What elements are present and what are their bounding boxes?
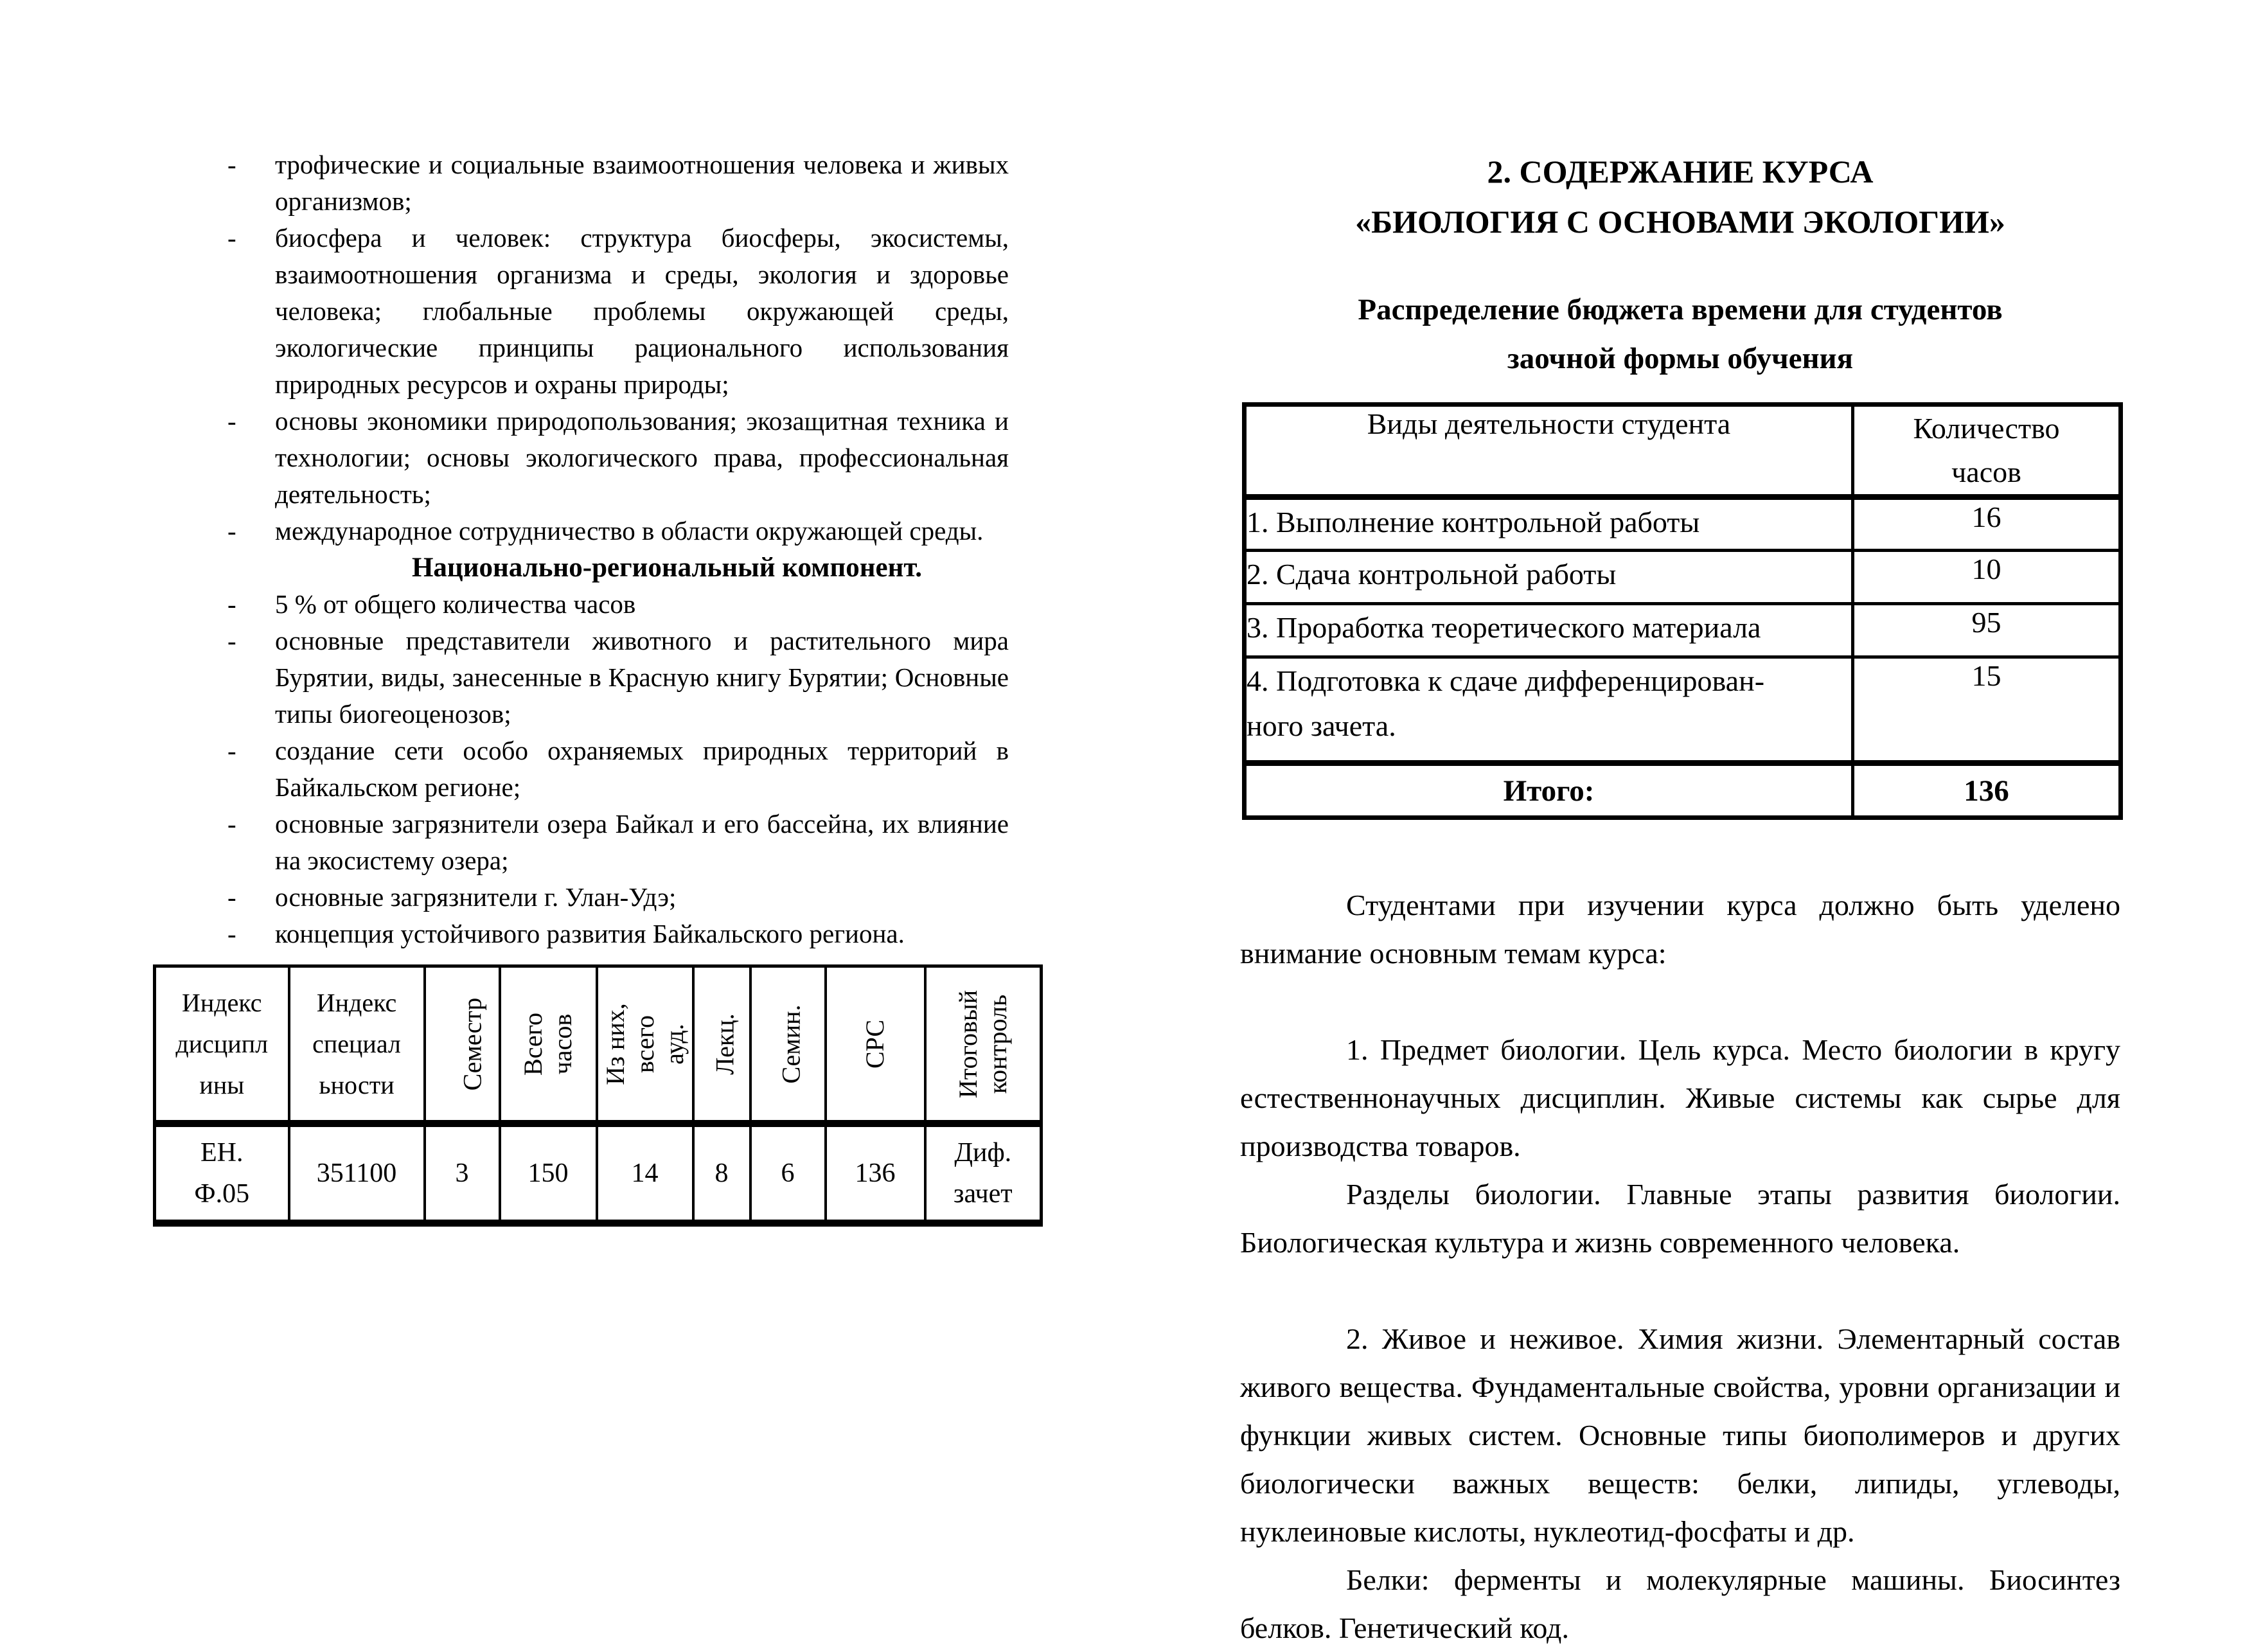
header-cell-speciality-index: Индекс специал ьности xyxy=(287,966,426,1127)
list-item: биосфера и человек: структура биосферы, … xyxy=(225,220,1009,403)
header-cell-seminars: Семин. xyxy=(749,966,827,1127)
right-page: 2. СОДЕРЖАНИЕ КУРСА «БИОЛОГИЯ С ОСНОВАМИ… xyxy=(1240,147,2123,1652)
cell-activity: 3. Проработка теоретического материала xyxy=(1243,602,1854,659)
left-page: трофические и социальные взаимоотношения… xyxy=(153,147,1047,1227)
list-item: создание сети особо охраняемых природных… xyxy=(225,733,1009,806)
paragraph-topic1-cont: Разделы биологии. Главные этапы развития… xyxy=(1240,1178,2120,1259)
section-heading-national-regional: Национально-региональный компонент. xyxy=(411,553,923,583)
budget-subtitle: Распределение бюджета времени для студен… xyxy=(1358,293,2003,375)
header-cell-activity-types: Виды деятельности студента xyxy=(1243,403,1854,500)
cell-activity: 2. Сдача контрольной работы xyxy=(1243,549,1854,605)
table-row: 1. Выполнение контрольной работы 16 xyxy=(1243,495,2122,552)
course-title: 2. СОДЕРЖАНИЕ КУРСА «БИОЛОГИЯ С ОСНОВАМИ… xyxy=(1240,147,2120,247)
header-text-rotated: Семестр xyxy=(457,997,486,1090)
table-data-row: ЕН. Ф.05 351100 3 150 14 8 6 136 Диф. за… xyxy=(153,1123,1043,1223)
cell-hours: 16 xyxy=(1851,495,2122,552)
cell-final-control: Диф. зачет xyxy=(923,1123,1043,1223)
header-cell-semester: Семестр xyxy=(423,966,501,1127)
header-text-rotated: Итоговый контроль xyxy=(953,990,1012,1098)
list-item: основные загрязнители озера Байкал и его… xyxy=(225,806,1009,879)
list-item: концепция устойчивого развития Байкальск… xyxy=(225,916,1009,952)
header-text: Индекс специал ьности xyxy=(312,988,401,1099)
discipline-index-table: Индекс дисципл ины Индекс специал ьности… xyxy=(153,964,1043,1227)
document-spread: трофические и социальные взаимоотношения… xyxy=(0,0,2254,1593)
cell-hours: 15 xyxy=(1851,655,2122,765)
header-cell-final-control: Итоговый контроль xyxy=(923,966,1043,1127)
table-header-row: Виды деятельности студента Количество ча… xyxy=(1243,403,2122,500)
header-cell-auditory-hours: Из них, всего ауд. xyxy=(595,966,695,1127)
cell-seminars: 6 xyxy=(749,1123,827,1223)
header-text-rotated: Семин. xyxy=(776,1004,806,1084)
header-cell-lectures: Лекц. xyxy=(691,966,752,1127)
paragraph-intro: Студентами при изучении курса должно быт… xyxy=(1240,889,2120,970)
cell-hours: 95 xyxy=(1851,602,2122,659)
cell-total-hours: 150 xyxy=(498,1123,598,1223)
list-item: 5 % от общего количества часов xyxy=(225,586,1009,623)
cell-discipline-index: ЕН. Ф.05 xyxy=(153,1123,290,1223)
cell-activity: 4. Подготовка к сдаче дифференцирован- н… xyxy=(1243,655,1854,765)
table-row: 4. Подготовка к сдаче дифференцирован- н… xyxy=(1243,655,2122,765)
paragraph-topic2-cont: Белки: ферменты и молекулярные машины. Б… xyxy=(1240,1563,2120,1644)
list-item: трофические и социальные взаимоотношения… xyxy=(225,147,1009,220)
list-item: основные загрязнители г. Улан-Удэ; xyxy=(225,879,1009,916)
list-item: основы экономики природопользования; эко… xyxy=(225,403,1009,513)
course-title-line2: «БИОЛОГИЯ С ОСНОВАМИ ЭКОЛОГИИ» xyxy=(1355,204,2005,240)
header-text: Индекс дисципл ины xyxy=(175,988,269,1099)
cell-activity: 1. Выполнение контрольной работы xyxy=(1243,495,1854,552)
blank-line xyxy=(1240,977,2120,1026)
list-item: международное сотрудничество в области о… xyxy=(225,513,1009,549)
paragraph-topic1: 1. Предмет биологии. Цель курса. Место б… xyxy=(1240,1033,2120,1162)
table-total-row: Итого: 136 xyxy=(1243,760,2122,819)
cell-hours: 10 xyxy=(1851,549,2122,605)
requirements-list-top: трофические и социальные взаимоотношения… xyxy=(225,147,1009,549)
cell-speciality-index: 351100 xyxy=(287,1123,426,1223)
cell-total-hours: 136 xyxy=(1851,760,2122,819)
cell-lectures: 8 xyxy=(691,1123,752,1223)
table-header-row: Индекс дисципл ины Индекс специал ьности… xyxy=(153,966,1043,1127)
course-title-line1: 2. СОДЕРЖАНИЕ КУРСА xyxy=(1487,154,1874,190)
paragraph-topic2: 2. Живое и неживое. Химия жизни. Элемент… xyxy=(1240,1322,2120,1548)
header-cell-hours: Количество часов xyxy=(1851,403,2122,500)
header-cell-srs: СРС xyxy=(824,966,927,1127)
time-budget-table: Виды деятельности студента Количество ча… xyxy=(1242,402,2123,820)
cell-semester: 3 xyxy=(423,1123,501,1223)
requirements-list-bottom: 5 % от общего количества часов основные … xyxy=(225,586,1009,952)
header-text-rotated: Из них, всего ауд. xyxy=(600,1002,689,1085)
list-item: основные представители животного и расти… xyxy=(225,623,1009,733)
header-cell-total-hours: Всего часов xyxy=(498,966,598,1127)
blank-line xyxy=(1240,1266,2120,1315)
table-row: 3. Проработка теоретического материала 9… xyxy=(1243,602,2122,659)
header-text-rotated: СРС xyxy=(860,1019,889,1069)
cell-srs: 136 xyxy=(824,1123,927,1223)
cell-total-label: Итого: xyxy=(1243,760,1854,819)
header-text-rotated: Всего часов xyxy=(519,1012,577,1076)
cell-auditory-hours: 14 xyxy=(595,1123,695,1223)
table-row: 2. Сдача контрольной работы 10 xyxy=(1243,549,2122,605)
header-text-rotated: Лекц. xyxy=(710,1013,740,1075)
header-cell-discipline-index: Индекс дисципл ины xyxy=(153,966,290,1127)
course-topics-text: Студентами при изучении курса должно быт… xyxy=(1240,881,2120,1652)
